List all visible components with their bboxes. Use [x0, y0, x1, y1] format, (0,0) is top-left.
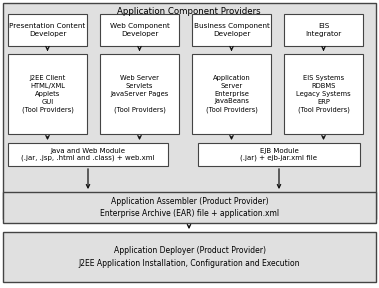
Bar [192, 54, 271, 134]
Bar [3, 232, 376, 282]
Bar [3, 3, 376, 219]
Text: Java and Web Module
(.jar, .jsp, .html and .class) + web.xml: Java and Web Module (.jar, .jsp, .html a… [21, 148, 155, 161]
Text: Web Component
Developer: Web Component Developer [110, 23, 169, 37]
Text: Application Deployer (Product Provider)
J2EE Application Installation, Configura: Application Deployer (Product Provider) … [79, 246, 300, 268]
Text: EJB Module
(.jar) + ejb-jar.xml file: EJB Module (.jar) + ejb-jar.xml file [241, 148, 318, 161]
Text: Presentation Content
Developer: Presentation Content Developer [9, 23, 86, 37]
Bar [284, 54, 363, 134]
Text: Application
Server
Enterprise
JavaBeans
(Tool Providers): Application Server Enterprise JavaBeans … [205, 75, 257, 113]
Text: J2EE Client
HTML/XML
Applets
GUI
(Tool Providers): J2EE Client HTML/XML Applets GUI (Tool P… [22, 75, 74, 113]
Bar [100, 14, 179, 46]
Bar [284, 14, 363, 46]
Text: EIS
Integrator: EIS Integrator [305, 23, 341, 37]
Text: Web Server
Servlets
JavaServer Pages

(Tool Providers): Web Server Servlets JavaServer Pages (To… [110, 75, 169, 113]
Bar [8, 14, 87, 46]
Text: EIS Systems
RDBMS
Legacy Systems
ERP
(Tool Providers): EIS Systems RDBMS Legacy Systems ERP (To… [296, 75, 351, 113]
Bar [192, 14, 271, 46]
Bar [3, 192, 376, 223]
Text: Business Component
Developer: Business Component Developer [194, 23, 269, 37]
Bar [198, 143, 360, 166]
Text: Application Assembler (Product Provider)
Enterprise Archive (EAR) file + applica: Application Assembler (Product Provider)… [100, 197, 279, 218]
Bar [8, 54, 87, 134]
Bar [8, 143, 168, 166]
Bar [100, 54, 179, 134]
Text: Application Component Providers: Application Component Providers [117, 7, 261, 16]
